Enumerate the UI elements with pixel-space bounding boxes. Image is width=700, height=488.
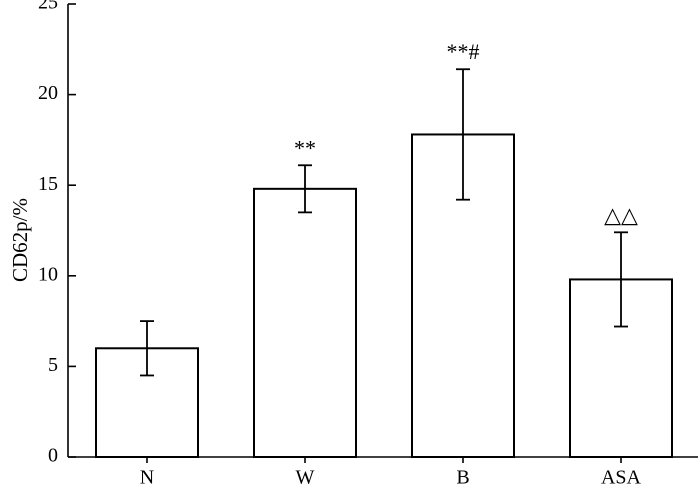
significance-label-W: ** <box>294 135 316 160</box>
x-tick-label-W: W <box>296 467 315 488</box>
significance-label-B: **# <box>447 39 480 64</box>
x-tick-label-B: B <box>456 467 469 488</box>
plot-area: 0 5 10 15 20 25 N W ** B **# ASA △△ <box>38 0 698 488</box>
y-tick-label-10: 10 <box>38 263 58 285</box>
significance-label-ASA: △△ <box>604 202 638 227</box>
bar-W <box>253 187 357 458</box>
x-tick-label-N: N <box>140 467 154 488</box>
y-axis-title: CD62p/% <box>8 198 32 282</box>
x-tick-label-ASA: ASA <box>601 467 642 488</box>
y-tick-label-25: 25 <box>38 0 58 14</box>
y-tick-label-5: 5 <box>48 354 58 376</box>
y-tick-label-20: 20 <box>38 82 58 104</box>
y-tick-label-0: 0 <box>48 445 58 467</box>
y-tick-label-15: 15 <box>38 173 58 195</box>
